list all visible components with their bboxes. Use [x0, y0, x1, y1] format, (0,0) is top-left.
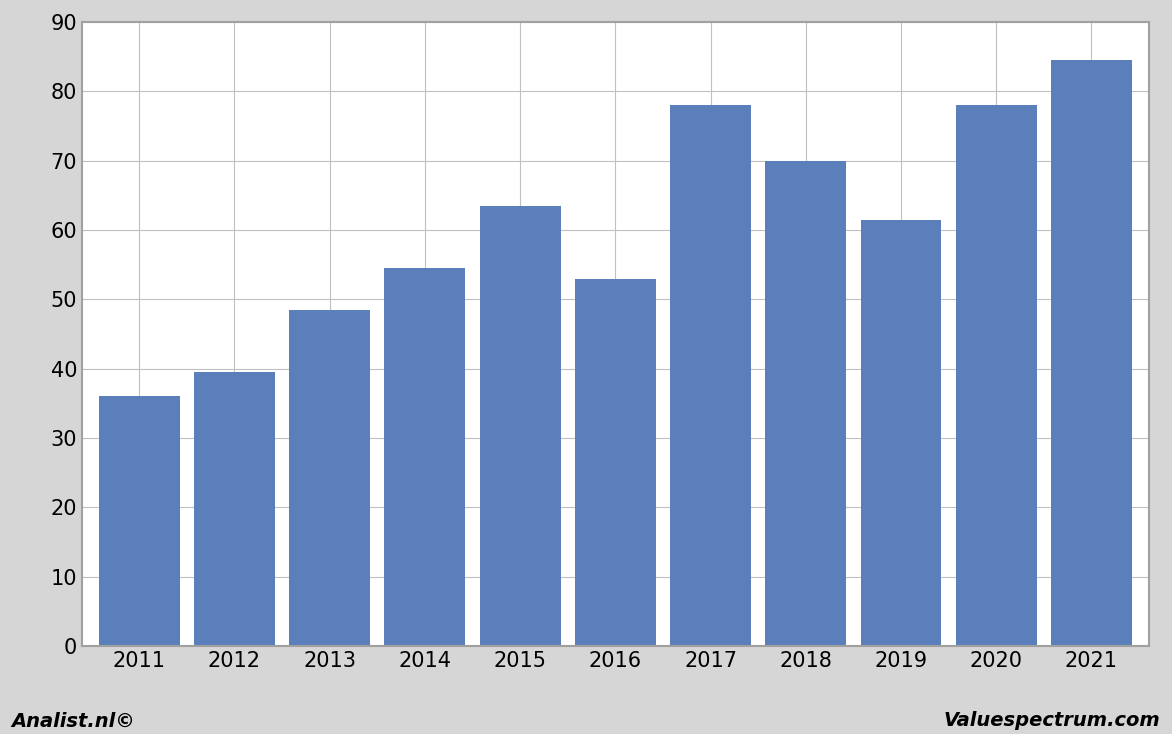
- Bar: [765, 161, 846, 646]
- Bar: [479, 206, 560, 646]
- Bar: [193, 372, 275, 646]
- Text: Analist.nl©: Analist.nl©: [12, 711, 136, 730]
- Bar: [1051, 60, 1132, 646]
- Bar: [98, 396, 179, 646]
- Bar: [955, 105, 1037, 646]
- Bar: [384, 268, 465, 646]
- Bar: [670, 105, 751, 646]
- Text: Valuespectrum.com: Valuespectrum.com: [943, 711, 1160, 730]
- Bar: [289, 310, 370, 646]
- Bar: [860, 219, 941, 646]
- Bar: [574, 278, 656, 646]
